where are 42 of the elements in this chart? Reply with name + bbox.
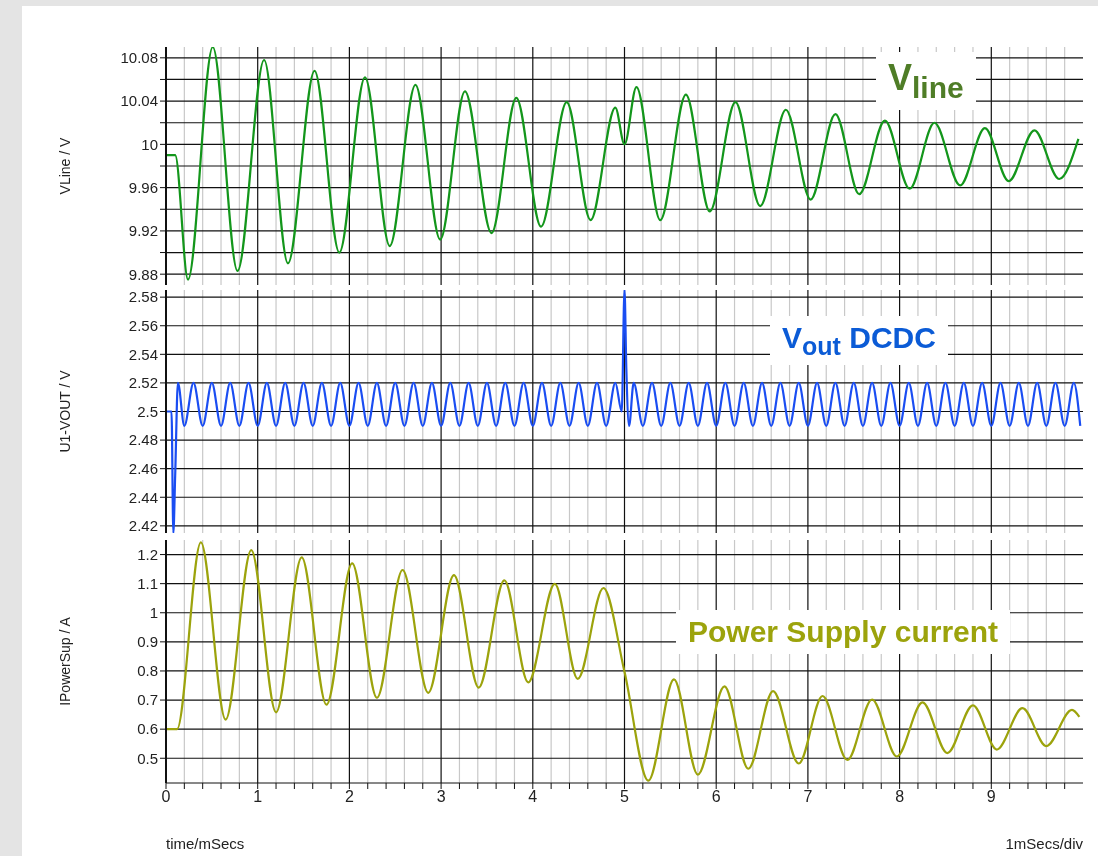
y-tick-label: 2.44 bbox=[128, 488, 158, 506]
x-axis-title: time/mSecs bbox=[166, 835, 245, 852]
x-tick-label: 3 bbox=[436, 788, 446, 806]
y-tick-label: 1 bbox=[149, 604, 158, 622]
y-tick-label: 2.56 bbox=[128, 317, 158, 335]
y-axis-title: VLine / V bbox=[57, 136, 73, 195]
y-tick-label: 10 bbox=[141, 135, 158, 153]
series-label: V$_{out}$ DCDC bbox=[770, 316, 948, 365]
y-tick-label: 9.92 bbox=[128, 222, 158, 240]
text: 1mSecs/div bbox=[1005, 835, 1083, 852]
y-tick-label: 0.5 bbox=[137, 749, 158, 767]
y-tick-label: 10.04 bbox=[120, 92, 158, 110]
x-tick-label: 7 bbox=[803, 788, 813, 806]
y-tick-label: 1.2 bbox=[137, 545, 158, 563]
y-tick-label: 2.48 bbox=[128, 431, 158, 449]
y-axis-title: U1-VOUT / V bbox=[57, 369, 73, 453]
y-tick-label: 2.52 bbox=[128, 374, 158, 392]
x-tick-label: 8 bbox=[895, 788, 905, 806]
x-tick-label: 1 bbox=[253, 788, 263, 806]
y-tick-label: 0.6 bbox=[137, 720, 158, 738]
x-tick-label: 0 bbox=[161, 788, 171, 806]
y-axis-title: IPowerSup / A bbox=[57, 616, 73, 706]
y-tick-label: 2.46 bbox=[128, 460, 158, 477]
y-tick-label: 0.7 bbox=[137, 691, 158, 709]
y-tick-label: 9.96 bbox=[128, 178, 158, 196]
y-tick-label: 0.8 bbox=[137, 662, 158, 680]
y-tick-label: 2.42 bbox=[128, 517, 158, 535]
series-label: V$_{line}$ bbox=[876, 52, 976, 111]
y-tick-label: 9.88 bbox=[128, 265, 158, 283]
y-tick-label: 1.1 bbox=[137, 574, 158, 592]
x-tick-label: 9 bbox=[986, 788, 996, 806]
y-tick-label: 0.9 bbox=[137, 633, 158, 651]
x-tick-label: 5 bbox=[620, 788, 630, 806]
y-tick-label: 2.5 bbox=[137, 402, 158, 420]
line-series bbox=[166, 47, 1080, 281]
x-tick-label: 4 bbox=[528, 788, 538, 806]
y-tick-label: 2.54 bbox=[128, 345, 158, 363]
y-tick-label: 10.08 bbox=[120, 49, 158, 67]
x-tick-label: 6 bbox=[711, 788, 721, 806]
x-tick-label: 2 bbox=[344, 788, 354, 806]
series-label: Power Supply current bbox=[676, 610, 1011, 654]
y-tick-label: 2.58 bbox=[128, 288, 158, 306]
